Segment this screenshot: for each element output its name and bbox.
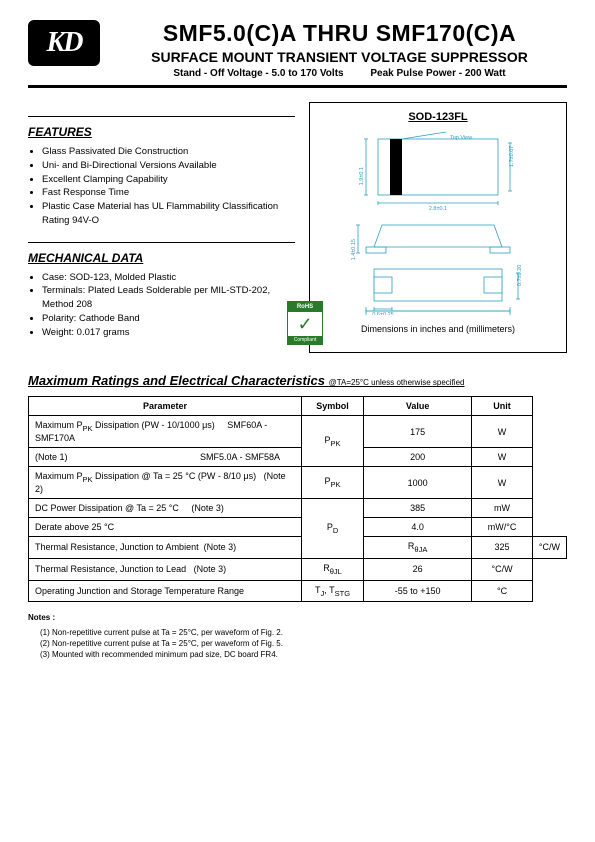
rohs-leaf-icon: ✓ [288, 315, 322, 333]
notes-title: Notes : [28, 612, 567, 623]
svg-text:1.7±0.07: 1.7±0.07 [509, 146, 515, 167]
cell-value: 385 [364, 499, 472, 518]
svg-text:Top View: Top View [450, 135, 472, 141]
cell-parameter: Thermal Resistance, Junction to Lead (No… [29, 558, 302, 580]
table-row: Thermal Resistance, Junction to Lead (No… [29, 558, 567, 580]
cell-value: 26 [364, 558, 472, 580]
svg-text:1.4±0.15: 1.4±0.15 [351, 239, 357, 260]
subline-2: Peak Pulse Power - 200 Watt [370, 68, 505, 79]
cell-parameter: Thermal Resistance, Junction to Ambient … [29, 537, 302, 559]
cell-parameter: Maximum PPK Dissipation @ Ta = 25 °C (PW… [29, 467, 302, 499]
divider-mech-top [28, 242, 295, 243]
cell-unit: mW/°C [472, 518, 533, 537]
cell-symbol: TJ, TSTG [301, 580, 363, 602]
features-heading: FEATURES [28, 125, 295, 139]
cell-value: 4.0 [364, 518, 472, 537]
svg-text:1.9±0.1: 1.9±0.1 [359, 167, 365, 185]
features-list: Glass Passivated Die Construction Uni- a… [28, 145, 295, 228]
cell-parameter: Derate above 25 °C [29, 518, 302, 537]
rohs-badge: RoHS ✓ Compliant [287, 301, 323, 345]
logo: KD [28, 20, 100, 66]
divider-features-top [28, 116, 295, 117]
logo-text: KD [47, 27, 82, 59]
package-name: SOD-123FL [318, 111, 558, 123]
divider-top [28, 85, 567, 88]
note-item: (2) Non-repetitive current pulse at Ta =… [28, 638, 567, 649]
th-symbol: Symbol [301, 397, 363, 416]
header: KD SMF5.0(C)A THRU SMF170(C)A SURFACE MO… [28, 20, 567, 79]
table-row: Maximum PPK Dissipation @ Ta = 25 °C (PW… [29, 467, 567, 499]
th-value: Value [364, 397, 472, 416]
feature-item: Plastic Case Material has UL Flammabilit… [42, 200, 295, 228]
cell-unit: W [472, 467, 533, 499]
cell-unit: °C/W [532, 537, 566, 559]
cell-unit: W [472, 448, 533, 467]
cell-value: 325 [472, 537, 533, 559]
rohs-compliant: Compliant [288, 336, 322, 344]
notes-section: Notes : (1) Non-repetitive current pulse… [28, 612, 567, 660]
feature-item: Glass Passivated Die Construction [42, 145, 295, 159]
mech-item: Polarity: Cathode Band [42, 312, 295, 326]
mech-item: Terminals: Plated Leads Solderable per M… [42, 284, 295, 312]
cell-symbol: PD [301, 499, 363, 559]
cell-unit: mW [472, 499, 533, 518]
package-diagram-box: SOD-123FL Top View 2.8±0.1 1.9±0.1 1.7±0.07… [309, 102, 567, 353]
cell-value: 200 [364, 448, 472, 467]
mech-item: Weight: 0.017 grams [42, 326, 295, 340]
dimension-note: Dimensions in inches and (millimeters) [318, 324, 558, 334]
cell-symbol: RθJL [301, 558, 363, 580]
table-row: (Note 1) SMF5.0A - SMF58A 200W [29, 448, 567, 467]
cell-parameter: Maximum PPK Dissipation (PW - 10/1000 μs… [29, 416, 302, 448]
note-item: (1) Non-repetitive current pulse at Ta =… [28, 627, 567, 638]
mech-heading: MECHANICAL DATA [28, 251, 295, 265]
package-diagram: Top View 2.8±0.1 1.9±0.1 1.7±0.07 1.4±0.15 0.… [318, 129, 558, 315]
svg-text:2.8±0.1: 2.8±0.1 [429, 206, 447, 212]
rohs-label: RoHS [288, 302, 322, 312]
svg-text:0.7±0.20: 0.7±0.20 [517, 265, 523, 286]
cell-parameter: DC Power Dissipation @ Ta = 25 °C (Note … [29, 499, 302, 518]
cell-parameter: (Note 1) SMF5.0A - SMF58A [29, 448, 302, 467]
cell-symbol: PPK [301, 467, 363, 499]
left-column: FEATURES Glass Passivated Die Constructi… [28, 102, 295, 353]
feature-item: Uni- and Bi-Directional Versions Availab… [42, 159, 295, 173]
title-block: SMF5.0(C)A THRU SMF170(C)A SURFACE MOUNT… [112, 20, 567, 79]
feature-item: Fast Response Time [42, 186, 295, 200]
ratings-heading: Maximum Ratings and Electrical Character… [28, 373, 567, 388]
cell-unit: °C/W [472, 558, 533, 580]
table-row: Operating Junction and Storage Temperatu… [29, 580, 567, 602]
table-row: DC Power Dissipation @ Ta = 25 °C (Note … [29, 499, 567, 518]
mech-list: Case: SOD-123, Molded Plastic Terminals:… [28, 271, 295, 340]
ratings-table: Parameter Symbol Value Unit Maximum PPK … [28, 396, 567, 602]
table-row: Thermal Resistance, Junction to Ambient … [29, 537, 567, 559]
subline-1: Stand - Off Voltage - 5.0 to 170 Volts [173, 68, 343, 79]
cell-unit: °C [472, 580, 533, 602]
cell-symbol: PPK [301, 416, 363, 467]
subline: Stand - Off Voltage - 5.0 to 170 Volts P… [112, 68, 567, 79]
mech-item: Case: SOD-123, Molded Plastic [42, 271, 295, 285]
page-title: SMF5.0(C)A THRU SMF170(C)A [112, 20, 567, 47]
note-item: (3) Mounted with recommended minimum pad… [28, 649, 567, 660]
table-header-row: Parameter Symbol Value Unit [29, 397, 567, 416]
th-parameter: Parameter [29, 397, 302, 416]
table-row: Derate above 25 °C 4.0mW/°C [29, 518, 567, 537]
ratings-condition: @TA=25°C unless otherwise specified [329, 378, 465, 387]
table-body: Maximum PPK Dissipation (PW - 10/1000 μs… [29, 416, 567, 602]
cell-parameter: Operating Junction and Storage Temperatu… [29, 580, 302, 602]
cell-value: 175 [364, 416, 472, 448]
cell-value: -55 to +150 [364, 580, 472, 602]
ratings-title-text: Maximum Ratings and Electrical Character… [28, 373, 325, 388]
feature-item: Excellent Clamping Capability [42, 173, 295, 187]
cell-value: 1000 [364, 467, 472, 499]
cell-unit: W [472, 416, 533, 448]
svg-text:0.6±0.25: 0.6±0.25 [372, 312, 393, 315]
th-unit: Unit [472, 397, 533, 416]
cell-symbol: RθJA [364, 537, 472, 559]
subtitle: SURFACE MOUNT TRANSIENT VOLTAGE SUPPRESS… [112, 49, 567, 65]
table-row: Maximum PPK Dissipation (PW - 10/1000 μs… [29, 416, 567, 448]
